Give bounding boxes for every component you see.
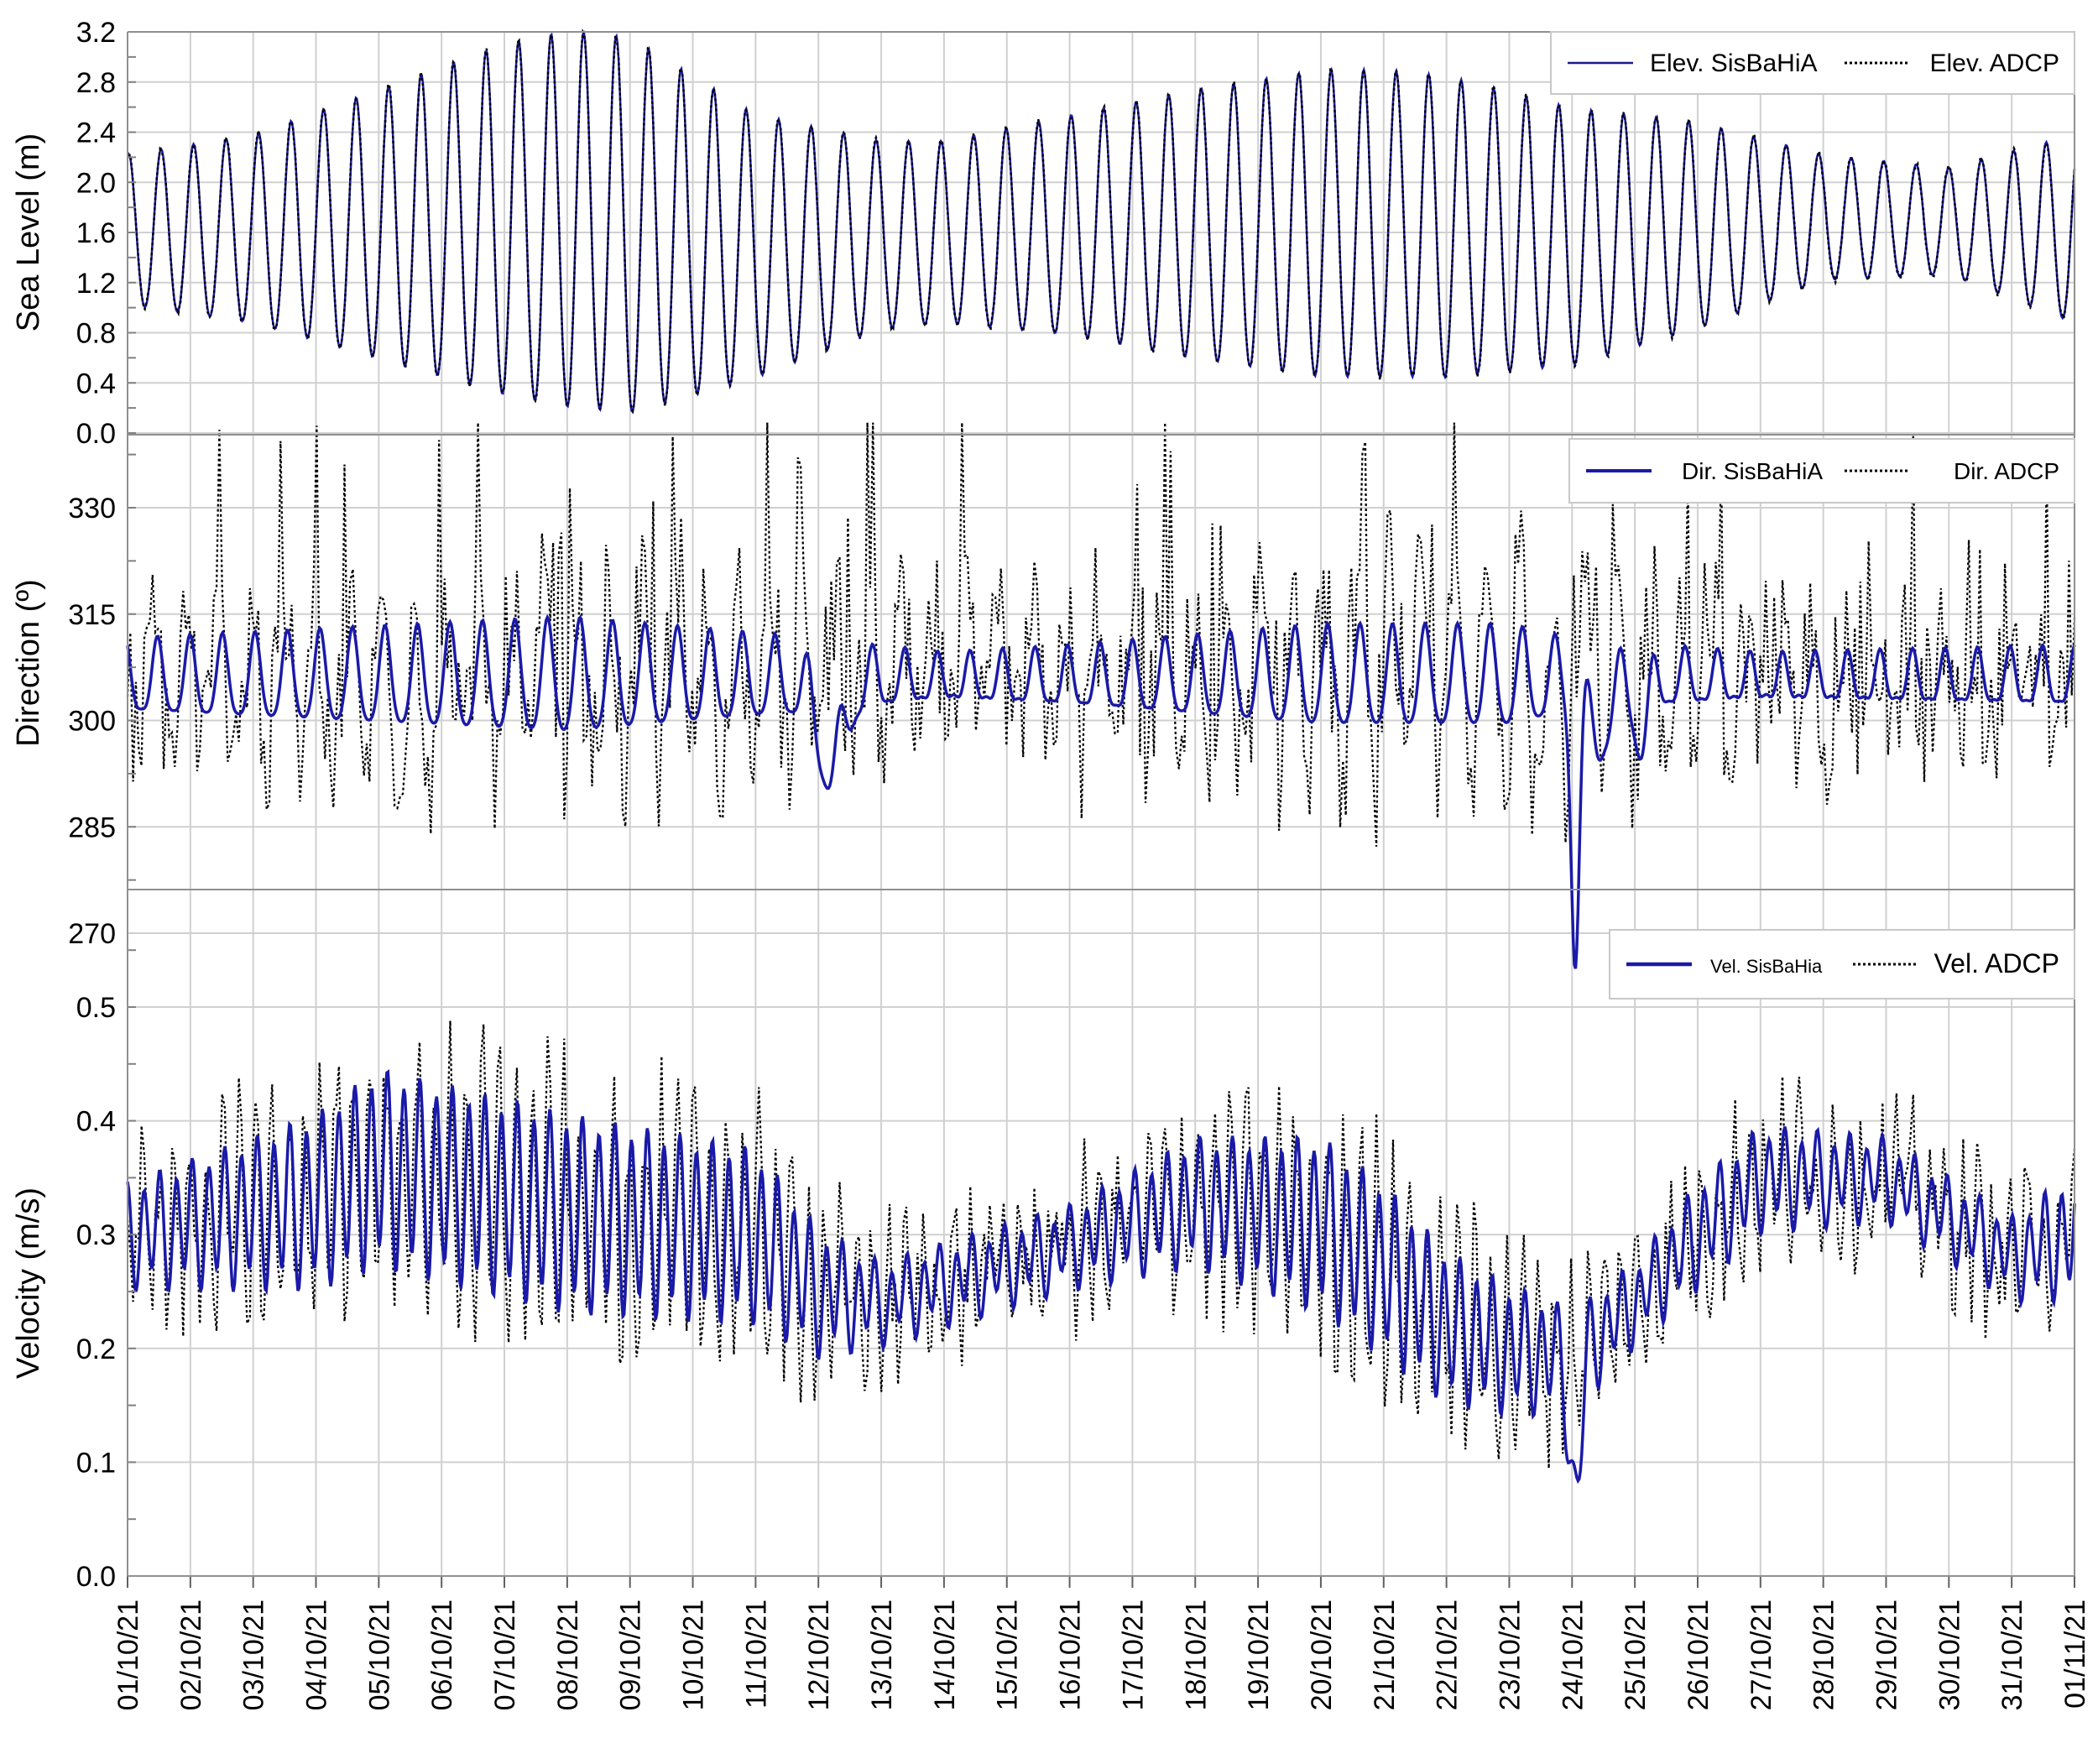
axes-layer: 0.0 0.4 0.8 1.2 1.6 2.0 2.4 2.8 3.2 Sea Level (m)… [11, 17, 2091, 1710]
legend-label-model: Vel. SisBaHia [1710, 956, 1823, 977]
series-line-dir-sisbahia [126, 613, 2076, 969]
x-tick-label: 09/10/21 [615, 1600, 647, 1710]
y-axis-label: Sea Level (m) [11, 133, 46, 332]
y-tick-label: 0.8 [76, 318, 116, 350]
x-tick-label: 12/10/21 [803, 1600, 835, 1710]
x-tick-label: 14/10/21 [929, 1600, 961, 1710]
y-tick-label: 300 [68, 706, 116, 738]
x-tick-label: 30/10/21 [1934, 1600, 1965, 1710]
legend-box [1550, 31, 2075, 95]
x-tick-label: 19/10/21 [1243, 1600, 1275, 1710]
x-tick-label: 31/10/21 [1996, 1600, 2028, 1710]
legend-label-observed: Elev. ADCP [1930, 50, 2060, 77]
x-tick-label: 02/10/21 [175, 1600, 207, 1710]
y-tick-label: 0.2 [76, 1333, 116, 1365]
y-axis-label: Velocity (m/s) [11, 1187, 46, 1379]
series-line-dir-adcp [126, 422, 2076, 847]
x-tick-label: 10/10/21 [678, 1600, 710, 1710]
x-tick-label: 21/10/21 [1369, 1600, 1401, 1710]
x-tick-label: 06/10/21 [426, 1600, 458, 1710]
x-tick-label: 26/10/21 [1683, 1600, 1714, 1710]
legend-layer: Elev. SisBaHiA Elev. ADCP Dir. SisBaHiA Dir… [1550, 31, 2075, 999]
x-tick-label: 13/10/21 [866, 1600, 898, 1710]
grid-layer [127, 31, 2075, 1577]
series-line-elev-adcp [127, 29, 2076, 414]
x-tick-label: 23/10/21 [1494, 1600, 1526, 1710]
y-tick-label: 0.0 [76, 418, 116, 450]
y-tick-label: 2.4 [76, 117, 116, 149]
y-tick-label: 270 [68, 918, 116, 950]
x-tick-label: 17/10/21 [1117, 1600, 1149, 1710]
y-tick-label: 1.6 [76, 217, 116, 249]
x-tick-label: 25/10/21 [1620, 1600, 1652, 1710]
x-tick-label: 28/10/21 [1808, 1600, 1840, 1710]
legend-label-model: Elev. SisBaHiA [1650, 50, 1818, 77]
y-tick-label: 315 [68, 599, 116, 631]
x-tick-label: 04/10/21 [301, 1600, 333, 1710]
x-tick-label: 22/10/21 [1432, 1600, 1464, 1710]
y-tick-label: 0.4 [76, 368, 116, 399]
series-layer [126, 29, 2076, 1485]
y-tick-label: 0.1 [76, 1447, 116, 1479]
x-tick-label: 18/10/21 [1180, 1600, 1212, 1710]
x-tick-label: 08/10/21 [552, 1600, 584, 1710]
series-line-vel-sisbahia [126, 1069, 2076, 1485]
x-tick-label: 27/10/21 [1746, 1600, 1777, 1710]
y-tick-label: 2.8 [76, 67, 116, 99]
legend-label-observed: Vel. ADCP [1934, 948, 2059, 979]
x-tick-label: 29/10/21 [1871, 1600, 1902, 1710]
y-tick-label: 0.4 [76, 1106, 116, 1138]
y-tick-label: 1.2 [76, 268, 116, 300]
x-tick-label: 11/10/21 [740, 1600, 772, 1709]
legend-label-observed: Dir. ADCP [1954, 458, 2059, 484]
x-tick-label: 24/10/21 [1557, 1600, 1589, 1710]
x-tick-label: 05/10/21 [363, 1600, 395, 1710]
y-axis-label: Direction (º) [11, 579, 46, 747]
x-tick-label: 20/10/21 [1306, 1600, 1338, 1710]
x-tick-label: 07/10/21 [489, 1600, 521, 1710]
x-tick-label: 01/11/21 [2059, 1600, 2091, 1709]
x-tick-label: 15/10/21 [992, 1600, 1024, 1710]
x-tick-label: 01/10/21 [112, 1600, 144, 1710]
y-tick-label: 330 [68, 493, 116, 525]
y-tick-label: 0.5 [76, 992, 116, 1024]
legend-label-model: Dir. SisBaHiA [1682, 458, 1823, 484]
x-tick-label: 16/10/21 [1055, 1600, 1087, 1710]
y-tick-label: 0.3 [76, 1219, 116, 1251]
legend-box [1568, 438, 2075, 504]
y-tick-label: 2.0 [76, 167, 116, 199]
y-tick-label: 0.0 [76, 1561, 116, 1593]
x-tick-label: 03/10/21 [238, 1600, 270, 1710]
y-tick-label: 285 [68, 812, 116, 843]
y-tick-label: 3.2 [76, 17, 116, 49]
